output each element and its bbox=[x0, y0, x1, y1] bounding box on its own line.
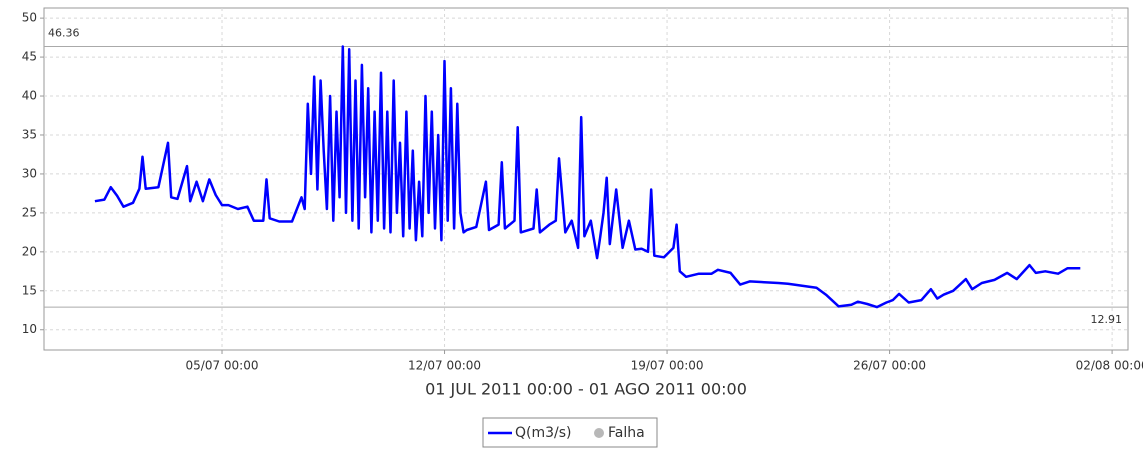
y-tick-label: 50 bbox=[22, 11, 37, 25]
y-tick-label: 10 bbox=[22, 322, 37, 336]
x-tick-label: 26/07 00:00 bbox=[853, 359, 926, 373]
x-tick-label: 19/07 00:00 bbox=[631, 359, 704, 373]
x-tick-label: 05/07 00:00 bbox=[186, 359, 259, 373]
reference-label: 46.36 bbox=[48, 26, 80, 39]
y-tick-label: 30 bbox=[22, 166, 37, 180]
plot-area bbox=[43, 7, 1129, 351]
data-line bbox=[94, 45, 1081, 309]
reference-label: 12.91 bbox=[1091, 313, 1123, 326]
y-tick-label: 35 bbox=[22, 127, 37, 141]
x-tick-label: 02/08 00:00 bbox=[1076, 359, 1143, 373]
legend-label: Q(m3/s) bbox=[515, 425, 572, 441]
y-tick-label: 15 bbox=[22, 283, 37, 297]
subtitle: 01 JUL 2011 00:00 - 01 AGO 2011 00:00 bbox=[425, 380, 747, 399]
legend-label: Falha bbox=[608, 425, 645, 441]
legend-swatch bbox=[594, 428, 604, 438]
y-tick-label: 40 bbox=[22, 89, 37, 103]
y-tick-label: 25 bbox=[22, 205, 37, 219]
y-tick-label: 45 bbox=[22, 50, 37, 64]
y-tick-label: 20 bbox=[22, 244, 37, 258]
x-tick-label: 12/07 00:00 bbox=[408, 359, 481, 373]
